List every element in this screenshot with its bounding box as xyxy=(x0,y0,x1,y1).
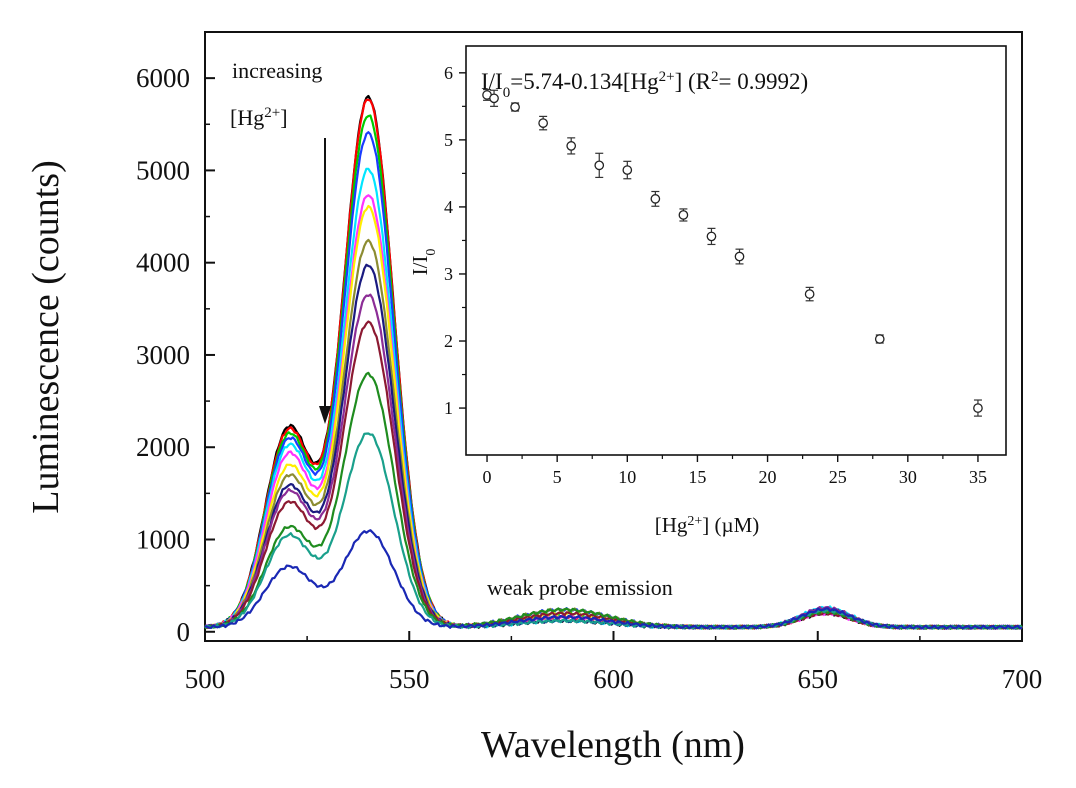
inset-tick-marks xyxy=(459,72,979,462)
inset-y-tick-label: 5 xyxy=(444,130,453,150)
main-x-tick-label: 550 xyxy=(389,664,430,694)
annotation-hg: [Hg2+] xyxy=(230,105,288,130)
inset-equation-sub-0: 0 xyxy=(503,85,511,101)
inset-data-point xyxy=(678,210,689,220)
x-axis-title: Wavelength (nm) xyxy=(481,724,745,766)
inset-x-tick-label: 30 xyxy=(899,467,917,487)
main-x-tick-label: 650 xyxy=(798,664,839,694)
inset-data-point xyxy=(538,118,548,128)
inset-equation: I/I0=5.74-0.134[Hg2+] (R2= 0.9992) xyxy=(481,69,808,101)
inset-data-point xyxy=(874,334,885,344)
inset-data-point xyxy=(734,251,745,262)
y-axis-title: Luminescence (counts) xyxy=(25,160,67,513)
main-y-tick-label: 5000 xyxy=(136,155,190,185)
inset-data-point xyxy=(622,165,633,175)
inset-x-tick-label: 15 xyxy=(688,467,706,487)
annotation-hg-base: [Hg xyxy=(230,105,264,130)
main-tick-marks xyxy=(204,77,1023,641)
inset-background xyxy=(465,45,1007,456)
inset-y-axis-title: I/I0 xyxy=(408,249,439,276)
inset-y-tick-label: 1 xyxy=(444,398,453,418)
inset-x-axis-title-base: [Hg xyxy=(655,513,688,537)
main-y-tick-label: 4000 xyxy=(136,248,190,278)
inset-data-point xyxy=(566,141,577,151)
inset-points-group xyxy=(482,88,983,417)
inset-x-tick-label: 10 xyxy=(618,467,636,487)
inset-data-point xyxy=(594,160,605,171)
series-line-35uM xyxy=(204,529,1023,630)
main-x-tick-labels: 500 550 600 650 700 xyxy=(185,664,1043,694)
main-y-tick-label: 1000 xyxy=(136,525,190,555)
inset-x-axis-title: [Hg2+] (µM) xyxy=(655,513,760,537)
inset-y-tick-label: 6 xyxy=(444,63,453,83)
inset-x-tick-label: 20 xyxy=(759,467,777,487)
main-y-tick-label: 0 xyxy=(177,617,191,647)
inset-equation-sup-r2: 2 xyxy=(711,69,719,85)
inset-x-tick-label: 25 xyxy=(829,467,847,487)
inset-equation-part-2: =5.74-0.134[Hg xyxy=(510,69,659,94)
annotation-hg-close: ] xyxy=(280,105,287,130)
inset-x-tick-labels: 0 5 10 15 20 25 30 35 xyxy=(483,467,987,487)
main-y-tick-label: 6000 xyxy=(136,63,190,93)
main-x-tick-label: 500 xyxy=(185,664,226,694)
inset-x-axis-title-rest: ] (µM) xyxy=(702,513,759,537)
inset-y-tick-label: 3 xyxy=(444,264,453,284)
inset-x-tick-label: 35 xyxy=(969,467,987,487)
inset-x-tick-label: 0 xyxy=(483,467,492,487)
inset-x-tick-label: 5 xyxy=(553,467,562,487)
decrease-arrow-head xyxy=(319,406,331,424)
inset-y-axis-title-base: I/I xyxy=(408,256,432,276)
inset-data-point xyxy=(973,403,983,413)
inset-data-point xyxy=(650,194,661,204)
inset-y-tick-label: 2 xyxy=(444,331,453,351)
inset-data-point xyxy=(804,289,815,299)
main-y-tick-labels: 0 1000 2000 3000 4000 5000 6000 xyxy=(136,63,190,647)
inset-data-point xyxy=(706,231,717,242)
inset-data-point xyxy=(510,102,520,112)
inset-equation-part-1: I/I xyxy=(481,69,503,94)
inset-y-axis-title-sub: 0 xyxy=(424,249,439,256)
inset-equation-sup-2plus: 2+ xyxy=(659,69,675,85)
inset-x-axis-title-sup: 2+ xyxy=(687,514,702,529)
main-series-group xyxy=(204,94,1023,630)
annotation-hg-superscript: 2+ xyxy=(264,105,280,121)
annotation-increasing: increasing xyxy=(232,58,322,83)
main-y-tick-label: 2000 xyxy=(136,432,190,462)
main-y-tick-label: 3000 xyxy=(136,340,190,370)
inset-y-tick-labels: 1 2 3 4 5 6 xyxy=(444,63,453,418)
inset-data-point xyxy=(489,93,499,104)
inset-equation-part-4: = 0.9992) xyxy=(719,69,809,94)
inset-equation-part-3: ] (R xyxy=(675,69,712,94)
annotation-weak-emission: weak probe emission xyxy=(487,575,673,600)
inset-y-tick-label: 4 xyxy=(444,197,453,217)
main-x-tick-label: 700 xyxy=(1002,664,1043,694)
main-x-tick-label: 600 xyxy=(593,664,634,694)
